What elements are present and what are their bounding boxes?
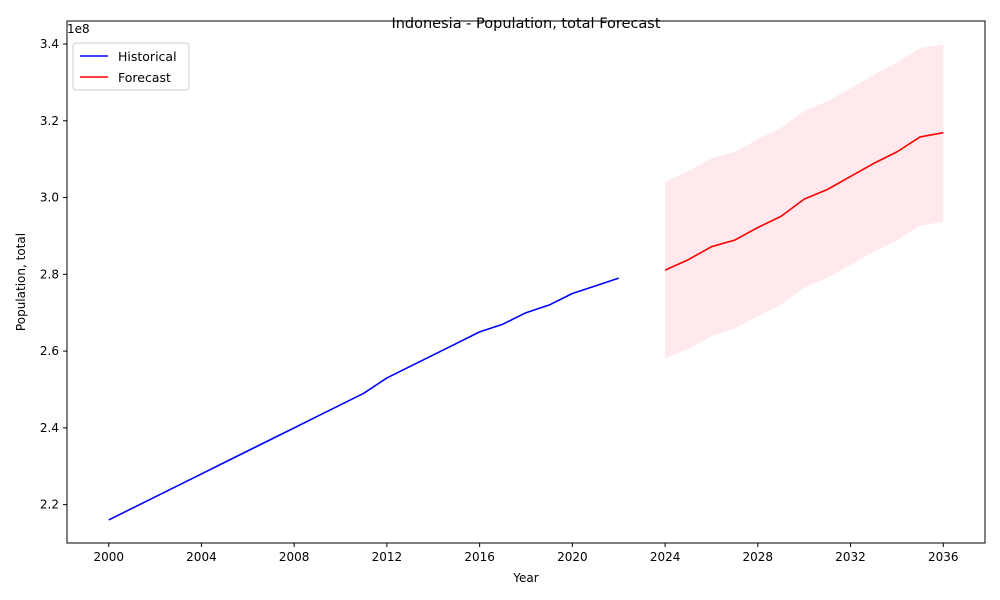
y-axis-ticks: 2.2 2.4 2.6 2.8 3.0 3.2 3.4 xyxy=(40,37,67,512)
x-tick-label: 2008 xyxy=(279,550,310,564)
confidence-band-layer xyxy=(665,44,944,359)
x-tick-label: 2036 xyxy=(928,550,959,564)
y-tick-label: 2.2 xyxy=(40,498,59,512)
x-tick-label: 2028 xyxy=(743,550,774,564)
y-tick-label: 2.8 xyxy=(40,267,59,281)
legend-label-historical: Historical xyxy=(118,49,177,64)
confidence-band xyxy=(665,44,944,359)
x-tick-label: 2032 xyxy=(835,550,866,564)
x-tick-label: 2012 xyxy=(372,550,403,564)
y-axis-label: Population, total xyxy=(14,233,28,331)
x-axis-label: Year xyxy=(512,571,538,585)
x-tick-label: 2016 xyxy=(464,550,495,564)
x-axis-ticks: 2000 2004 2008 2012 2016 2020 2024 2028 2032 2036 xyxy=(93,543,959,564)
y-tick-label: 3.4 xyxy=(40,37,59,51)
legend-box xyxy=(72,42,190,91)
series-line-forecast xyxy=(664,131,944,271)
x-tick-label: 2004 xyxy=(186,550,217,564)
series-line-historical xyxy=(108,277,619,521)
x-tick-label: 2024 xyxy=(650,550,681,564)
x-tick-label: 2000 xyxy=(93,550,124,564)
chart-title: Indonesia - Population, total Forecast xyxy=(391,16,660,32)
y-tick-label: 2.4 xyxy=(40,421,59,435)
series-line-layer xyxy=(108,131,944,521)
y-axis-offset-label: 1e8 xyxy=(67,22,90,36)
y-tick-label: 2.6 xyxy=(40,344,59,358)
x-tick-label: 2020 xyxy=(557,550,588,564)
legend: Historical Forecast xyxy=(72,42,190,91)
y-tick-label: 3.0 xyxy=(40,191,59,205)
y-tick-label: 3.2 xyxy=(40,114,59,128)
plot-area-frame xyxy=(66,20,986,544)
legend-label-forecast: Forecast xyxy=(118,70,171,85)
